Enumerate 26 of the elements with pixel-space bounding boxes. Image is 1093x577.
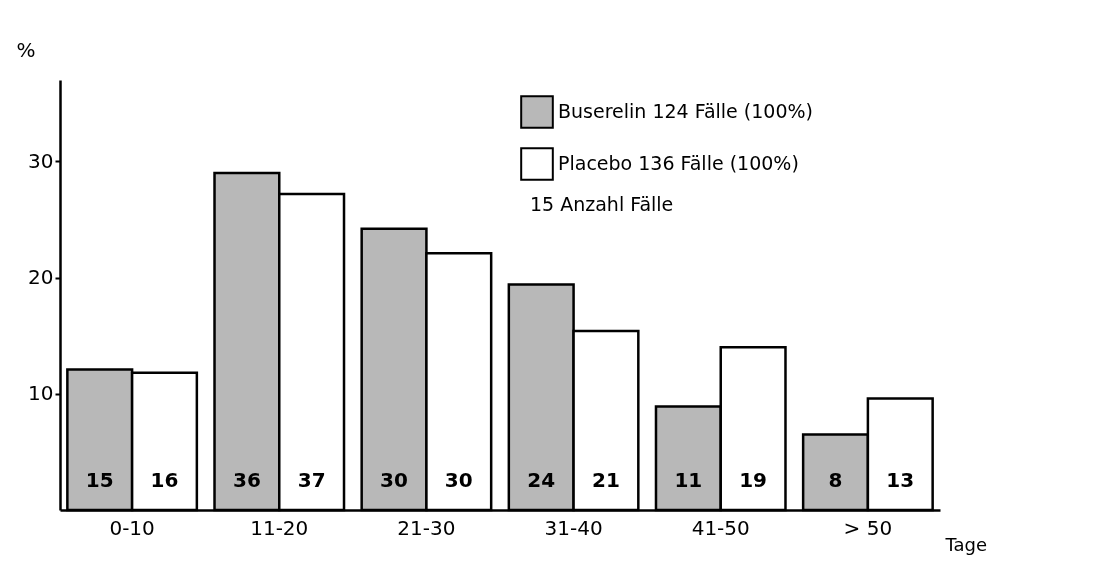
legend-label: Buserelin 124 Fälle (100%)	[558, 100, 813, 122]
x-tick-label: 41-50	[691, 515, 750, 540]
annotation: 24	[527, 467, 556, 492]
annotation: 8	[828, 467, 843, 492]
annotation: 37	[297, 467, 326, 492]
x-tick-label: > 50	[843, 515, 893, 540]
annotation: 19	[739, 467, 768, 492]
y-tick-label: 10	[28, 381, 54, 406]
y-tick-label: 20	[28, 265, 54, 290]
annotation: 11	[674, 467, 703, 492]
annotation: 36	[232, 467, 261, 492]
annotation: 13	[886, 467, 915, 492]
legend-label: Placebo 136 Fälle (100%)	[558, 152, 799, 174]
annotation: 16	[150, 467, 179, 492]
annotation: 30	[444, 467, 473, 492]
x-tick-label: 0-10	[109, 515, 155, 540]
annotation: 15 Anzahl Fälle	[530, 193, 674, 215]
annotation: 30	[380, 467, 408, 492]
annotation: 15	[85, 467, 114, 492]
x-axis-title: Tage	[944, 533, 988, 555]
y-axis-title: %	[16, 37, 36, 62]
y-tick-label: 30	[28, 148, 54, 173]
x-tick-label: 21-30	[397, 515, 456, 540]
x-tick-label: 31-40	[544, 515, 603, 540]
x-tick-label: 11-20	[250, 515, 309, 540]
annotation: 21	[592, 467, 620, 492]
